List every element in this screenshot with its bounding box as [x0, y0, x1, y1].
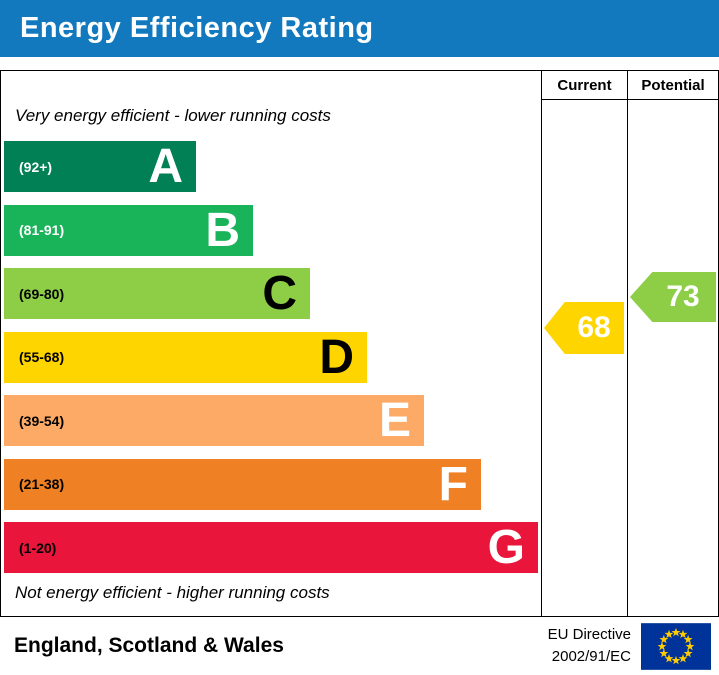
current-arrow: 68	[544, 302, 624, 354]
band-letter: F	[438, 457, 468, 511]
page-title: Energy Efficiency Rating	[20, 12, 374, 44]
band-row-e: (39-54) E	[4, 395, 424, 446]
band-row-c: (69-80) C	[4, 268, 310, 319]
eu-flag-icon	[641, 622, 711, 670]
band-row-f: (21-38) F	[4, 457, 481, 511]
column-divider-potential	[627, 71, 628, 616]
eu-directive-line2: 2002/91/EC	[551, 648, 631, 665]
band-range-label: (39-54)	[19, 412, 65, 429]
band-letter: D	[319, 330, 354, 384]
band-row-d: (55-68) D	[4, 330, 367, 384]
band-range-label: (69-80)	[19, 285, 65, 302]
column-header-potential: Potential	[628, 71, 718, 100]
page-title-bar: Energy Efficiency Rating	[0, 0, 719, 57]
band-range-label: (81-91)	[19, 222, 65, 238]
band-list: (92+) A (81-91) B (69-80) C (55-68) D (3…	[4, 141, 538, 586]
band-range-label: (92+)	[19, 158, 53, 175]
eu-directive-label: EU Directive 2002/91/EC	[548, 624, 631, 668]
current-value: 68	[577, 311, 611, 344]
band-range-label: (55-68)	[19, 349, 65, 365]
band-letter: E	[378, 394, 411, 447]
potential-value: 73	[666, 280, 700, 313]
band-row-b: (81-91) B	[4, 203, 253, 257]
epc-table: Current Potential Very energy efficient …	[0, 70, 719, 617]
band-letter: G	[487, 521, 525, 574]
eu-directive-line1: EU Directive	[547, 626, 631, 643]
column-header-current: Current	[542, 71, 627, 100]
bottom-note: Not energy efficient - higher running co…	[15, 583, 330, 602]
region-label: England, Scotland & Wales	[14, 634, 284, 657]
band-row-g: (1-20) G	[4, 522, 538, 573]
band-row-a: (92+) A	[4, 141, 196, 192]
band-letter: C	[262, 267, 297, 320]
band-range-label: (1-20)	[19, 539, 57, 556]
footer: England, Scotland & Wales EU Directive 2…	[0, 617, 719, 675]
band-letter: B	[205, 203, 240, 257]
potential-arrow: 73	[630, 272, 716, 322]
band-letter: A	[148, 140, 183, 193]
band-range-label: (21-38)	[19, 476, 65, 492]
column-divider-current	[541, 71, 542, 616]
top-note: Very energy efficient - lower running co…	[15, 106, 331, 125]
